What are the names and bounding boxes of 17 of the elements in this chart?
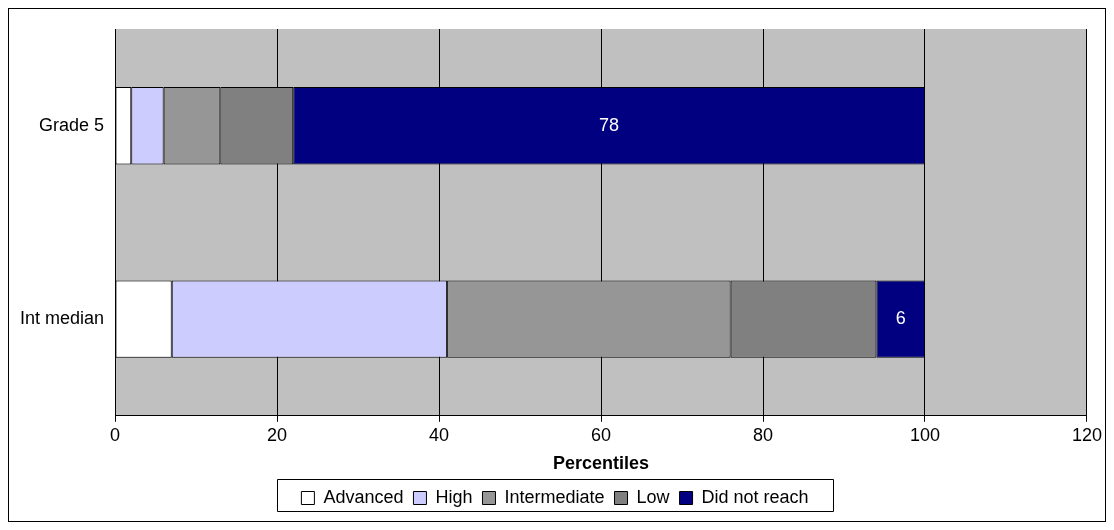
- legend-label: High: [435, 486, 473, 507]
- x-tick-label: 80: [752, 424, 774, 445]
- legend-label: Did not reach: [701, 486, 809, 507]
- legend-label: Advanced: [323, 486, 404, 507]
- y-tick-label: Int median: [19, 308, 105, 329]
- y-tick-label: Grade 5: [39, 114, 105, 135]
- x-tick-label: 40: [429, 424, 450, 445]
- x-tick-label: 20: [267, 424, 288, 445]
- x-tick-label: 120: [1071, 424, 1103, 445]
- data-label: 6: [895, 308, 906, 329]
- x-axis-title: Percentiles: [552, 453, 650, 474]
- x-tick-label: 100: [909, 424, 941, 445]
- x-tick-label: 0: [110, 424, 121, 445]
- x-tick-label: 60: [591, 424, 612, 445]
- data-label: 78: [599, 114, 620, 135]
- legend-label: Intermediate: [504, 486, 605, 507]
- legend-label: Low: [636, 486, 671, 507]
